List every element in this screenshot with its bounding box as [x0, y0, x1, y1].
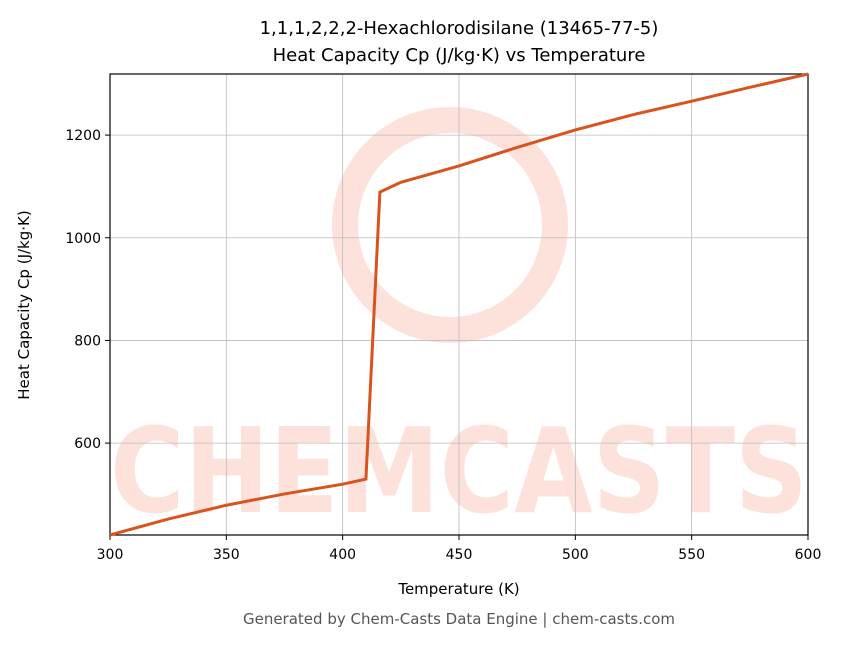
x-tick-label: 600 [795, 547, 822, 563]
y-tick-label: 1000 [65, 231, 101, 247]
x-axis-label: Temperature (K) [397, 580, 519, 598]
footer: Generated by Chem-Casts Data Engine | ch… [243, 610, 675, 628]
x-tick-label: 550 [678, 547, 705, 563]
x-tick-label: 350 [213, 547, 240, 563]
y-tick-label: 600 [74, 436, 101, 452]
y-tick-label: 800 [74, 333, 101, 349]
x-tick-label: 450 [446, 547, 473, 563]
x-tick-label: 500 [562, 547, 589, 563]
chart-subtitle: Heat Capacity Cp (J/kg·K) vs Temperature [273, 45, 646, 66]
y-tick-label: 1200 [65, 128, 101, 144]
plot-frame [109, 73, 809, 536]
x-tick-label: 300 [97, 547, 124, 563]
watermark-ring [332, 107, 568, 343]
chart-title: 1,1,1,2,2,2-Hexachlorodisilane (13465-77… [260, 18, 659, 39]
x-tick-label: 400 [329, 547, 356, 563]
data-line [109, 72, 809, 537]
y-axis-label: Heat Capacity Cp (J/kg·K) [15, 210, 33, 399]
